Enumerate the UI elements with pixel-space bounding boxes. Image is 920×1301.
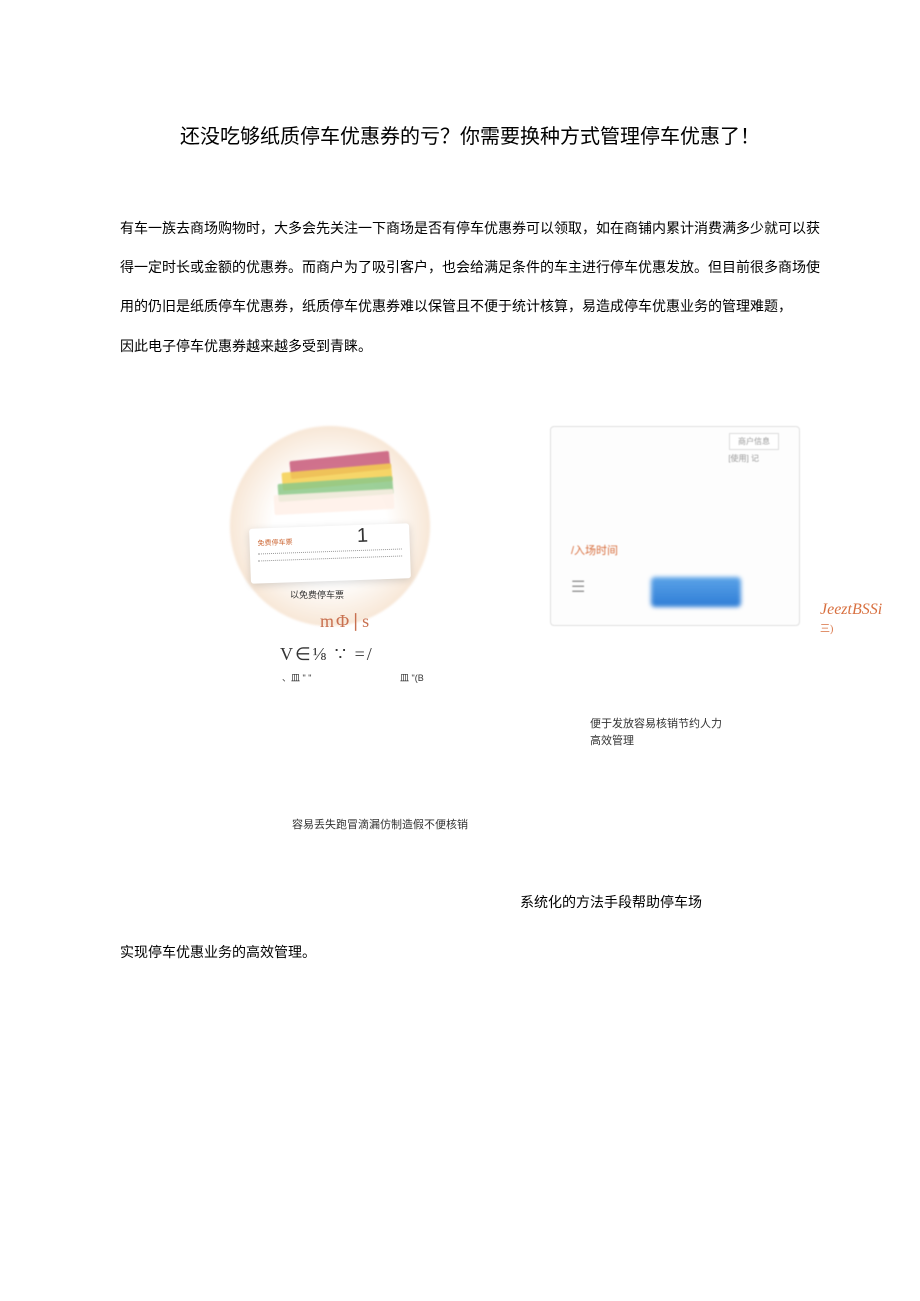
ticket-stack [270,456,390,506]
usage-label: [使用] 记 [728,453,759,464]
paragraph-2: 因此电子停车优惠券越来越多受到青睐。 [120,327,820,366]
paper-caption: 容易丢失跑冒滴漏仿制造假不便核销 [240,816,520,832]
brand-text: JeeztBSSi [820,601,882,618]
ticket-number: 1 [356,524,368,547]
main-ticket: 免费停车票 1 [249,523,411,584]
digital-ticket-figure: 商户信息 [使用] 记 /入场时间 ☰ [550,426,800,626]
ticket-label: 免费停车票 [258,539,293,547]
figure-row: 免费停车票 1 以免费停车票 mΦ∣s V∈⅛ ∵ =/ 、皿 " " 皿 "(… [120,426,820,746]
brand-suffix: 三) [820,624,833,635]
tail-text-right: 系统化的方法手段帮助停车场 [520,892,820,912]
digital-caption: 便于发放容易核销节约人力 高效管理 [590,716,722,751]
primary-button [651,577,741,607]
entry-time-label: /入场时间 [571,542,618,558]
brand-name: JeeztBSSi 三) [820,601,882,637]
digital-caption-line1: 便于发放容易核销节约人力 [590,716,722,734]
page-title: 还没吃够纸质停车优惠券的亏？你需要换种方式管理停车优惠了！ [120,120,820,149]
merchant-info-label: 商户信息 [729,433,779,450]
paragraph-1: 有车一族去商场购物时，大多会先关注一下商场是否有停车优惠券可以领取，如在商铺内累… [120,209,820,327]
paper-ticket-figure: 免费停车票 1 以免费停车票 mΦ∣s V∈⅛ ∵ =/ 、皿 " " 皿 "(… [220,426,440,626]
tail-section: 系统化的方法手段帮助停车场 实现停车优惠业务的高效管理。 [120,892,820,962]
ticket-caption: 以免费停车票 [290,588,344,601]
tail-text-left: 实现停车优惠业务的高效管理。 [120,942,820,962]
math-text-3b: 皿 "(B [400,671,424,684]
math-text-3a: 、皿 " " [282,671,311,684]
menu-icon: ☰ [571,577,585,597]
math-text-1: mΦ∣s [320,611,371,632]
digital-caption-line2: 高效管理 [590,733,722,751]
math-text-2: V∈⅛ ∵ =/ [280,644,374,665]
